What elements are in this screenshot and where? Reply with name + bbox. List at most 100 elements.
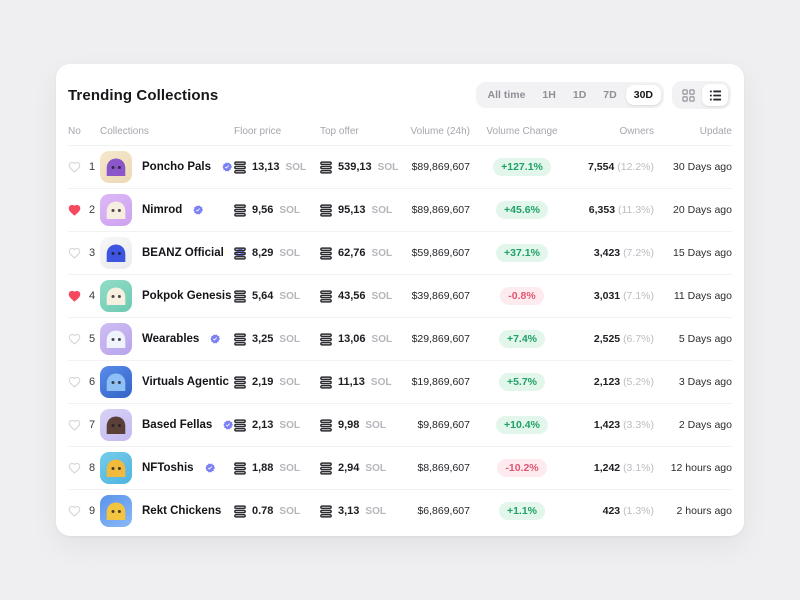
volume-change-cell: +1.1%	[470, 501, 574, 521]
rank-cell: 5	[68, 333, 100, 346]
favorite-button[interactable]	[68, 161, 82, 174]
collection-name: Nimrod	[142, 204, 183, 216]
list-view-button[interactable]	[702, 84, 728, 106]
favorite-button[interactable]	[68, 505, 82, 518]
floor-price-cell: 9,56 SOL	[234, 203, 320, 217]
top-offer-value: 11,13	[338, 376, 365, 388]
table-row[interactable]: 3 BEANZ Official 8,29 SOL	[68, 232, 732, 275]
sol-stack-icon	[320, 289, 332, 303]
top-offer-cell: 539,13 SOL	[320, 160, 406, 174]
volume-cell: $39,869,607	[411, 290, 470, 302]
heart-icon	[68, 505, 81, 518]
floor-price-value: 2,13	[252, 419, 274, 431]
floor-price-unit: SOL	[279, 333, 300, 345]
sol-stack-icon	[320, 203, 332, 217]
card-header: Trending Collections All time 1H 1D 7D 30D	[56, 64, 744, 117]
owners-count: 7,554	[588, 161, 615, 173]
table-row[interactable]: 7 Based Fellas 2,13 SOL	[68, 404, 732, 447]
update-cell: 3 Days ago	[678, 376, 732, 388]
owners-percent: (5.2%)	[623, 376, 654, 388]
floor-price-cell: 3,25 SOL	[234, 332, 320, 346]
collection-cell: Based Fellas	[100, 409, 234, 441]
collection-name: NFToshis	[142, 462, 194, 474]
volume-change-cell: +7.4%	[470, 329, 574, 349]
table-row[interactable]: 4 Pokpok Genesis 5,64 SOL 43	[68, 275, 732, 318]
update-cell: 15 Days ago	[673, 247, 732, 259]
filter-1h[interactable]: 1H	[534, 85, 563, 106]
favorite-button[interactable]	[68, 204, 82, 217]
collection-avatar	[100, 151, 132, 183]
volume-cell: $8,869,607	[417, 462, 470, 474]
table-row[interactable]: 2 Nimrod 9,56 SOL	[68, 189, 732, 232]
rank-cell: 9	[68, 505, 100, 518]
volume-change-pill: +127.1%	[493, 157, 551, 177]
volume-change-cell: +45.6%	[470, 200, 574, 220]
filter-7d[interactable]: 7D	[595, 85, 624, 106]
verified-badge-icon	[192, 204, 204, 216]
table-row[interactable]: 1 Poncho Pals 13,13 SOL	[68, 146, 732, 189]
table-row[interactable]: 8 NFToshis 1,88 SOL	[68, 447, 732, 490]
filter-1d[interactable]: 1D	[565, 85, 594, 106]
top-offer-value: 95,13	[338, 204, 366, 216]
owners-cell: 1,242 (3.1%)	[574, 462, 654, 474]
sol-stack-icon	[234, 504, 246, 518]
collection-avatar	[100, 237, 132, 269]
volume-cell: $19,869,607	[411, 376, 470, 388]
owners-percent: (7.2%)	[623, 247, 654, 259]
favorite-button[interactable]	[68, 290, 82, 303]
sol-stack-icon	[234, 289, 246, 303]
top-offer-value: 43,56	[338, 290, 366, 302]
top-offer-cell: 9,98 SOL	[320, 418, 406, 432]
volume-cell: $59,869,607	[411, 247, 470, 259]
filter-all-time[interactable]: All time	[479, 85, 533, 106]
owners-count: 2,525	[593, 333, 621, 345]
rank-number: 7	[89, 419, 96, 431]
column-header-collections: Collections	[100, 126, 149, 137]
grid-icon	[681, 88, 695, 102]
rank-number: 9	[89, 505, 96, 517]
favorite-button[interactable]	[68, 247, 82, 260]
header-controls: All time 1H 1D 7D 30D	[476, 81, 731, 109]
floor-price-unit: SOL	[279, 419, 300, 431]
top-offer-cell: 13,06 SOL	[320, 332, 406, 346]
top-offer-cell: 62,76 SOL	[320, 246, 406, 260]
top-offer-unit: SOL	[365, 462, 386, 474]
floor-price-value: 1,88	[252, 462, 274, 474]
verified-badge-icon	[221, 161, 233, 173]
floor-price-cell: 2,13 SOL	[234, 418, 320, 432]
update-cell: 11 Days ago	[673, 290, 732, 302]
volume-change-pill: +10.4%	[496, 415, 548, 435]
grid-view-button[interactable]	[675, 84, 701, 106]
favorite-button[interactable]	[68, 333, 82, 346]
volume-change-cell: +10.4%	[470, 415, 574, 435]
volume-cell: $29,869,607	[411, 333, 470, 345]
favorite-button[interactable]	[68, 419, 82, 432]
owners-cell: 3,423 (7.2%)	[574, 247, 654, 259]
owners-count: 3,423	[593, 247, 621, 259]
table-row[interactable]: 5 Wearables 3,25 SOL	[68, 318, 732, 361]
sol-stack-icon	[320, 504, 332, 518]
top-offer-unit: SOL	[371, 290, 393, 302]
heart-icon	[68, 247, 81, 260]
collection-cell: Wearables	[100, 323, 234, 355]
owners-cell: 3,031 (7.1%)	[574, 290, 654, 302]
collection-name: BEANZ Official	[142, 247, 224, 259]
collection-cell: Nimrod	[100, 194, 234, 226]
top-offer-cell: 11,13 SOL	[320, 375, 406, 389]
rank-cell: 4	[68, 290, 100, 303]
rank-number: 2	[89, 204, 96, 216]
column-header-update: Update	[699, 126, 732, 137]
filter-30d[interactable]: 30D	[625, 84, 661, 106]
top-offer-unit: SOL	[371, 247, 393, 259]
collections-table: No Collections Floor price Top offer Volume …	[56, 117, 744, 532]
update-cell: 30 Days ago	[673, 161, 732, 173]
rank-cell: 3	[68, 247, 100, 260]
collection-avatar	[100, 409, 132, 441]
collection-avatar	[100, 495, 132, 527]
floor-price-cell: 13,13 SOL	[234, 160, 320, 174]
favorite-button[interactable]	[68, 376, 82, 389]
top-offer-value: 13,06	[338, 333, 366, 345]
table-row[interactable]: 6 Virtuals Agentic 2,19 SOL	[68, 361, 732, 404]
table-row[interactable]: 9 Rekt Chickens 0.78 SOL 3,1	[68, 490, 732, 532]
favorite-button[interactable]	[68, 462, 82, 475]
